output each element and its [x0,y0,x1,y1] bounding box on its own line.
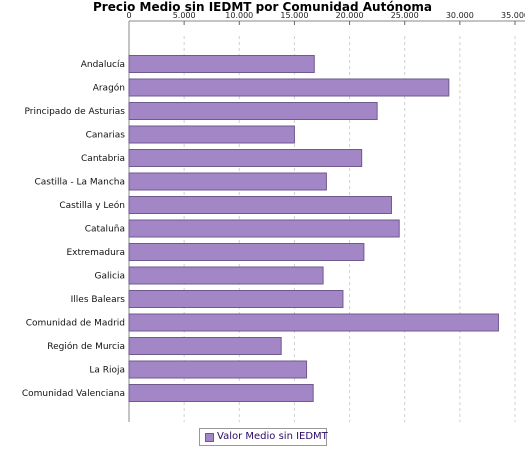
category-label: Illes Balears [71,295,126,305]
category-label: Cantabria [81,154,125,164]
x-tick-label: 10.000 [225,11,253,20]
category-label: Región de Murcia [47,341,125,352]
bar [128,149,363,167]
category-label: Aragón [93,83,125,94]
bar [128,55,315,73]
bar [128,384,314,402]
bar [128,266,324,285]
legend: Valor Medio sin IEDMT [199,428,328,446]
category-label: Principado de Asturias [24,107,125,117]
bar [128,102,378,120]
bar [128,313,499,332]
bar [128,78,450,97]
bar [128,196,392,214]
legend-label: Valor Medio sin IEDMT [217,431,328,442]
bar [128,337,282,355]
x-tick-label: 30.000 [446,11,474,20]
category-label: La Rioja [89,366,125,376]
x-tick-label: 0 [126,11,131,20]
x-tick-label: 5.000 [173,11,196,20]
category-label: Canarias [86,131,126,141]
category-label: Extremadura [67,248,126,258]
category-label: Castilla - La Mancha [34,178,125,188]
bar [128,172,327,191]
bar [128,243,365,261]
bar [128,290,344,308]
legend-swatch [205,433,214,442]
bar [128,219,400,238]
category-label: Cataluña [85,225,125,235]
category-label: Comunidad Valenciana [22,389,125,399]
x-tick-label: 15.000 [280,11,308,20]
category-label: Andalucía [81,60,125,70]
chart-title: Precio Medio sin IEDMT por Comunidad Aut… [93,0,432,14]
x-tick-label: 25.000 [391,11,419,20]
category-label: Galicia [95,272,125,282]
x-tick-label: 20.000 [336,11,364,20]
bar [128,360,308,379]
x-tick-label: 35.000 [501,11,525,20]
category-label: Castilla y León [59,200,125,211]
category-label: Comunidad de Madrid [26,319,125,329]
bar [128,125,295,144]
